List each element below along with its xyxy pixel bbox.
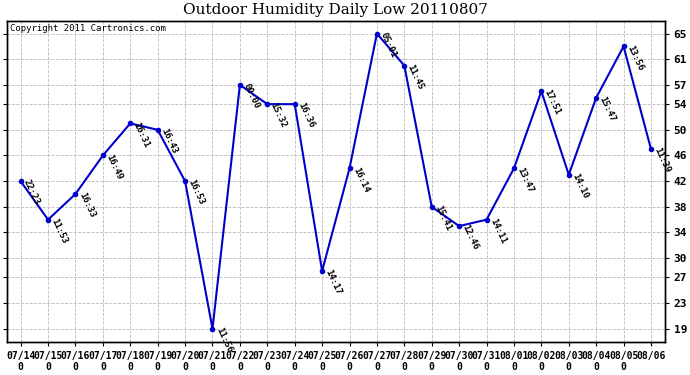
Text: 17:51: 17:51: [543, 88, 562, 117]
Text: 14:10: 14:10: [570, 172, 590, 200]
Text: 16:14: 16:14: [351, 165, 371, 194]
Text: 16:36: 16:36: [296, 101, 315, 129]
Text: 11:45: 11:45: [406, 63, 425, 91]
Title: Outdoor Humidity Daily Low 20110807: Outdoor Humidity Daily Low 20110807: [184, 3, 489, 17]
Text: 15:47: 15:47: [598, 95, 617, 123]
Text: 16:43: 16:43: [159, 127, 179, 155]
Text: 16:49: 16:49: [104, 153, 124, 181]
Text: 14:17: 14:17: [324, 268, 343, 296]
Text: 16:31: 16:31: [132, 121, 151, 149]
Text: 11:53: 11:53: [50, 217, 69, 245]
Text: 00:00: 00:00: [241, 82, 261, 110]
Text: 11:39: 11:39: [652, 146, 672, 174]
Text: 12:46: 12:46: [460, 223, 480, 252]
Text: 14:11: 14:11: [488, 217, 507, 245]
Text: 22:23: 22:23: [22, 178, 41, 207]
Text: 13:47: 13:47: [515, 165, 535, 194]
Text: Copyright 2011 Cartronics.com: Copyright 2011 Cartronics.com: [10, 24, 166, 33]
Text: 05:01: 05:01: [378, 31, 398, 59]
Text: 11:56: 11:56: [214, 326, 233, 354]
Text: 13:56: 13:56: [625, 44, 644, 72]
Text: 16:33: 16:33: [77, 191, 97, 219]
Text: 16:53: 16:53: [186, 178, 206, 207]
Text: 15:32: 15:32: [268, 101, 288, 129]
Text: 15:41: 15:41: [433, 204, 453, 232]
